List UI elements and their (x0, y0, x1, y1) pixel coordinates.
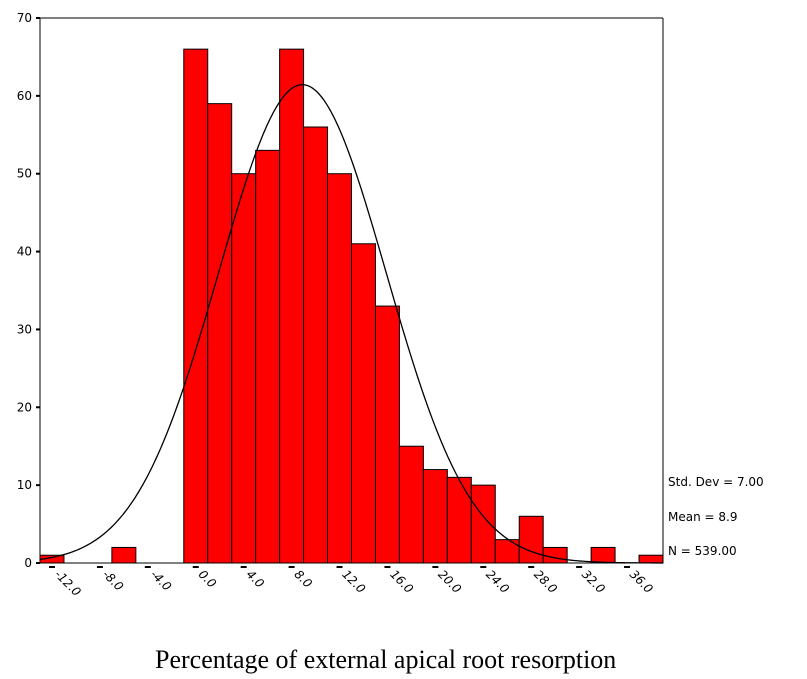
y-tick-label: 60 (17, 89, 32, 103)
bar (590, 546, 616, 564)
x-tick-label: 24.0 (483, 567, 512, 596)
x-tick-label: 4.0 (244, 567, 268, 591)
x-tick-label: 28.0 (531, 567, 560, 596)
x-tick-label: 20.0 (435, 567, 464, 596)
y-tick-label: 0 (24, 556, 32, 570)
bar (638, 554, 664, 564)
bar (231, 173, 257, 564)
x-tick-label: 32.0 (579, 567, 608, 596)
bar (542, 546, 568, 564)
bars (39, 48, 664, 564)
x-tick-label: 36.0 (627, 567, 656, 596)
x-tick-label: -4.0 (148, 567, 175, 594)
x-tick-label: 12.0 (339, 567, 368, 596)
bar (398, 445, 424, 564)
bar (255, 149, 281, 564)
stat-n: N = 539.00 (668, 544, 737, 558)
stat-std: Std. Dev = 7.00 (668, 475, 764, 489)
bar (183, 48, 209, 564)
x-tick-label: -12.0 (52, 567, 84, 599)
x-tick-label: 16.0 (387, 567, 416, 596)
y-tick-label: 10 (17, 478, 32, 492)
normal-curve (39, 84, 663, 564)
bar (518, 515, 544, 564)
bar (470, 484, 496, 564)
x-axis-label: Percentage of external apical root resor… (155, 645, 616, 674)
bar (303, 126, 329, 564)
x-tick-label: 8.0 (291, 567, 315, 591)
bar (327, 173, 352, 564)
bar (111, 546, 137, 564)
y-tick-label: 30 (17, 322, 32, 336)
bar (422, 469, 448, 564)
bar (446, 476, 472, 564)
y-tick-label: 20 (17, 400, 32, 414)
bar (374, 305, 400, 564)
x-tick-label: 0.0 (196, 567, 220, 591)
bar (351, 243, 376, 564)
x-tick-label: -8.0 (100, 567, 127, 594)
stat-mean: Mean = 8.9 (668, 510, 737, 524)
y-tick-label: 50 (17, 167, 32, 181)
bar (279, 48, 305, 564)
y-tick-label: 70 (17, 11, 32, 25)
y-tick-label: 40 (17, 245, 32, 259)
bar (207, 103, 233, 564)
bar (494, 539, 520, 564)
